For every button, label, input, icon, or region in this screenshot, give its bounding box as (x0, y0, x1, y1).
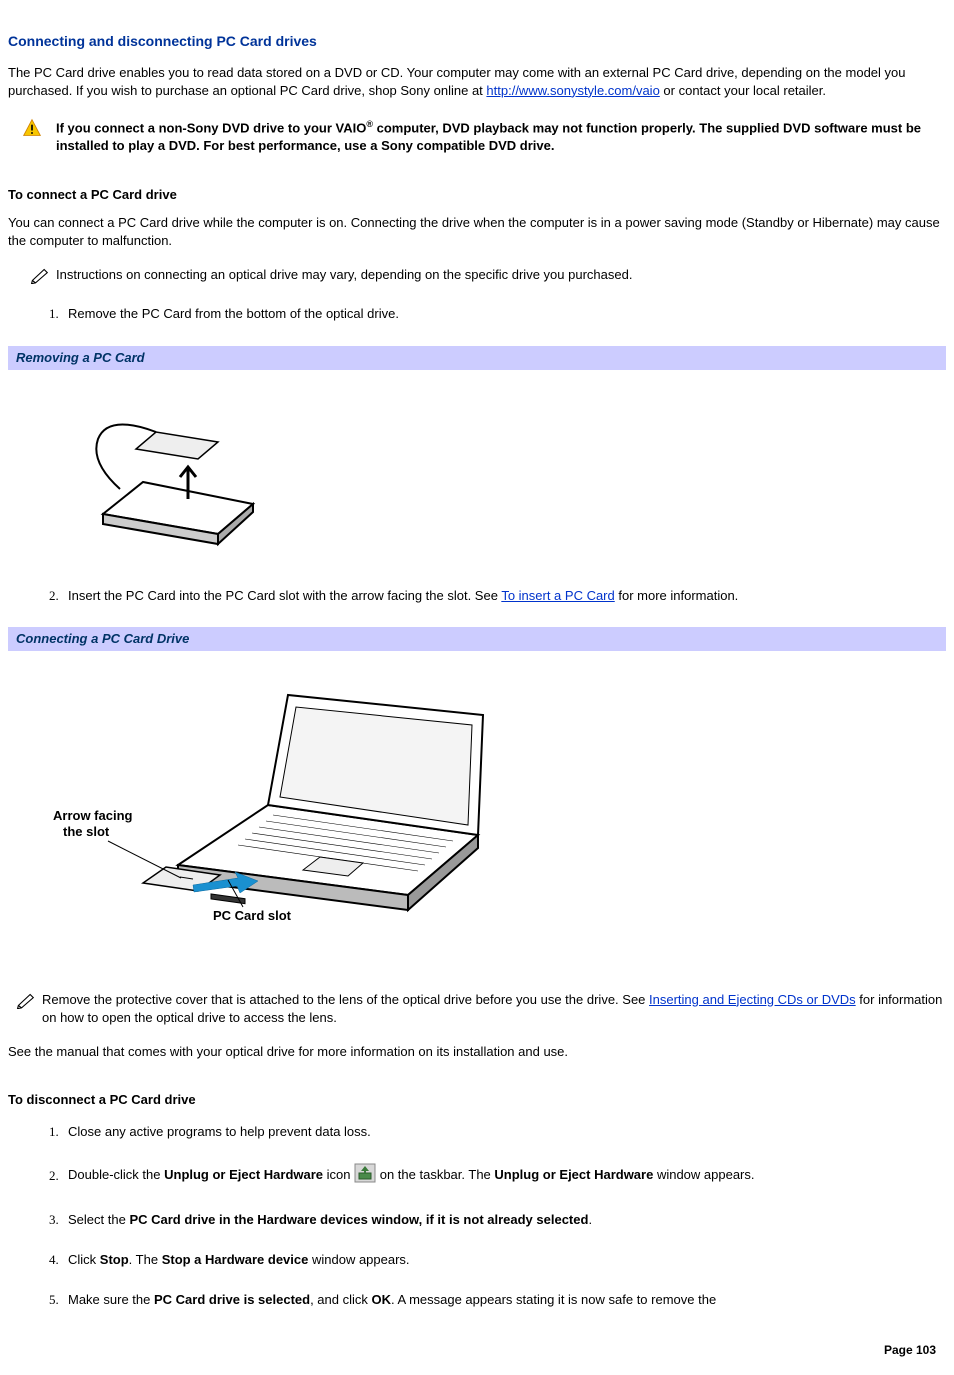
note-lens-pre: Remove the protective cover that is atta… (42, 992, 649, 1007)
s2-pre: Double-click the (68, 1168, 164, 1183)
s4-pre: Click (68, 1252, 100, 1267)
s4-b2: Stop a Hardware device (162, 1252, 309, 1267)
s2-b2: Unplug or Eject Hardware (494, 1168, 653, 1183)
connect-paragraph: You can connect a PC Card drive while th… (8, 214, 946, 250)
disconnect-step-5: Make sure the PC Card drive is selected,… (62, 1291, 946, 1309)
insert-pc-card-link[interactable]: To insert a PC Card (501, 588, 614, 603)
eject-hardware-icon (354, 1163, 376, 1188)
s4-post: window appears. (308, 1252, 409, 1267)
warning-callout: If you connect a non-Sony DVD drive to y… (22, 118, 946, 156)
manual-note: See the manual that comes with your opti… (8, 1043, 946, 1061)
warning-text-pre: If you connect a non-Sony DVD drive to y… (56, 120, 366, 135)
fig2-arrow-label-2: the slot (63, 824, 110, 839)
figure2-caption: Connecting a PC Card Drive (8, 627, 946, 651)
warning-icon (22, 118, 42, 143)
pencil-note-icon (30, 266, 52, 289)
connect-step-1: Remove the PC Card from the bottom of th… (62, 305, 946, 323)
warning-text: If you connect a non-Sony DVD drive to y… (56, 118, 946, 156)
s5-b2: OK (372, 1292, 392, 1307)
sonystyle-link[interactable]: http://www.sonystyle.com/vaio (486, 83, 659, 98)
figure1-caption: Removing a PC Card (8, 346, 946, 370)
page-title: Connecting and disconnecting PC Card dri… (8, 32, 946, 52)
s4-b1: Stop (100, 1252, 129, 1267)
connect-heading: To connect a PC Card drive (8, 186, 946, 204)
fig2-slot-label: PC Card slot (213, 908, 292, 923)
inserting-ejecting-link[interactable]: Inserting and Ejecting CDs or DVDs (649, 992, 856, 1007)
note-connect: Instructions on connecting an optical dr… (30, 266, 946, 289)
note-connect-text: Instructions on connecting an optical dr… (56, 266, 946, 284)
disconnect-step-3: Select the PC Card drive in the Hardware… (62, 1211, 946, 1229)
connect-step-2: Insert the PC Card into the PC Card slot… (62, 587, 946, 605)
step2-pre: Insert the PC Card into the PC Card slot… (68, 588, 501, 603)
disconnect-step-4: Click Stop. The Stop a Hardware device w… (62, 1251, 946, 1269)
note-lens: Remove the protective cover that is atta… (16, 991, 946, 1027)
intro-text-post: or contact your local retailer. (660, 83, 826, 98)
s3-post: . (588, 1212, 592, 1227)
s2-b1: Unplug or Eject Hardware (164, 1168, 323, 1183)
figure1 (8, 370, 946, 573)
disconnect-step-2: Double-click the Unplug or Eject Hardwar… (62, 1163, 946, 1188)
s2-mid1: icon (323, 1168, 354, 1183)
s5-post: . A message appears stating it is now sa… (391, 1292, 716, 1307)
pencil-note-icon (16, 991, 38, 1014)
s5-b1: PC Card drive is selected (154, 1292, 310, 1307)
s5-pre: Make sure the (68, 1292, 154, 1307)
s3-b: PC Card drive in the Hardware devices wi… (129, 1212, 588, 1227)
s5-mid: , and click (310, 1292, 371, 1307)
figure2: Arrow facing the slot PC Card slot (8, 651, 946, 944)
note-lens-text: Remove the protective cover that is atta… (42, 991, 946, 1027)
disconnect-heading: To disconnect a PC Card drive (8, 1091, 946, 1109)
intro-paragraph: The PC Card drive enables you to read da… (8, 64, 946, 100)
s3-pre: Select the (68, 1212, 129, 1227)
fig2-arrow-label-1: Arrow facing (53, 808, 133, 823)
s2-mid2: on the taskbar. The (376, 1168, 494, 1183)
s4-mid: . The (129, 1252, 162, 1267)
s2-post: window appears. (653, 1168, 754, 1183)
step2-post: for more information. (615, 588, 739, 603)
disconnect-step-1: Close any active programs to help preven… (62, 1123, 946, 1141)
registered-mark: ® (366, 119, 373, 129)
